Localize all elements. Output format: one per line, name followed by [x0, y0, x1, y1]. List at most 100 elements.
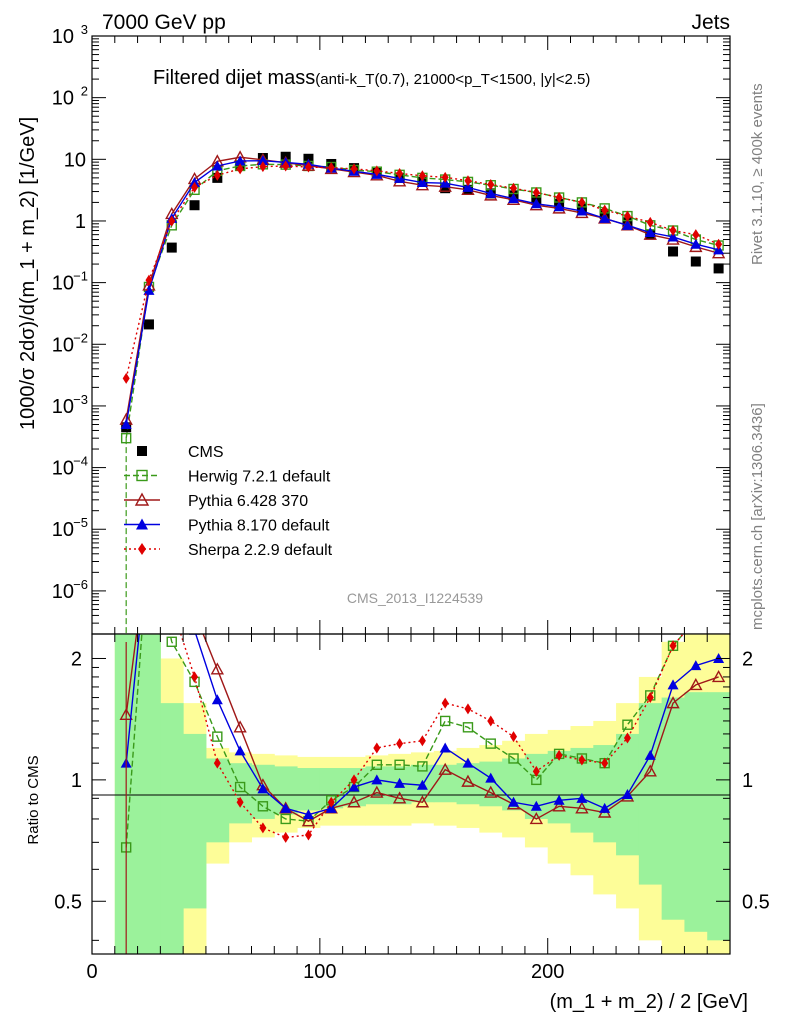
ratio-point-sherpa — [669, 640, 677, 652]
series-line-sherpa — [125, 165, 719, 379]
ratio-series-pythia8 — [120, 634, 725, 820]
band-inner-bin — [319, 768, 344, 809]
legend: CMS Herwig 7.2.1 default Pythia 6.428 370 P… — [124, 444, 333, 559]
ratio-point-pythia6 — [689, 677, 703, 691]
point-pythia8 — [621, 219, 633, 230]
point-cms — [668, 246, 679, 257]
ratio-point-pythia6 — [210, 662, 225, 675]
ratio-point-herwig — [394, 759, 405, 770]
ratio-point-pythia8 — [553, 794, 565, 805]
band-inner-bin — [661, 697, 685, 920]
ratio-point-pythia8 — [667, 679, 679, 690]
legend-marker-pythia8 — [136, 518, 148, 530]
x-tick-label: 0 — [86, 961, 97, 983]
ratio-point-pythia6 — [529, 811, 544, 825]
ratio-point-pythia8 — [371, 774, 383, 785]
ratio-point-pythia8 — [257, 783, 269, 794]
ratio-tick-label-left: 0.5 — [54, 891, 82, 913]
ratio-point-pythia8 — [644, 749, 656, 760]
x-axis-label: (m_1 + m_2) / 2 [GeV] — [550, 991, 748, 1013]
point-cms — [690, 256, 701, 267]
ratio-point-pythia8 — [325, 802, 337, 813]
ratio-point-pythia8 — [599, 802, 611, 813]
series-line-pythia6 — [125, 156, 719, 420]
main-tick-label: 10 — [52, 458, 74, 480]
ratio-y-label: Ratio to CMS — [25, 755, 42, 844]
ratio-point-pythia6 — [484, 785, 498, 798]
ratio-point-herwig — [622, 719, 633, 730]
main-tick-label: 1 — [75, 211, 86, 233]
ratio-point-herwig — [212, 731, 223, 742]
ratio-point-pythia8 — [576, 792, 588, 803]
main-tick-exponent: 3 — [81, 22, 88, 37]
point-pythia8 — [553, 201, 565, 212]
ratio-point-sherpa — [191, 671, 199, 683]
ratio-point-sherpa — [646, 692, 654, 704]
legend-label-herwig: Herwig 7.2.1 default — [188, 469, 331, 486]
point-sherpa — [441, 171, 449, 183]
ratio-point-herwig — [371, 759, 383, 770]
main-tick-exponent: −2 — [73, 330, 88, 345]
band-inner-bin — [479, 761, 503, 807]
ratio-point-sherpa — [350, 774, 358, 786]
point-pythia8 — [599, 212, 611, 223]
band-inner-bin — [365, 766, 389, 805]
ratio-point-pythia6 — [438, 762, 452, 775]
ratio-tick-label-right: 2 — [742, 648, 753, 670]
ratio-point-pythia6 — [666, 696, 680, 709]
ratio-point-herwig — [508, 753, 519, 764]
point-sherpa — [418, 170, 426, 182]
point-sherpa — [669, 225, 677, 237]
ratio-point-pythia6 — [347, 795, 361, 808]
ratio-point-pythia6 — [575, 801, 589, 814]
point-sherpa — [510, 182, 518, 194]
ratio-point-herwig — [257, 801, 269, 812]
main-tick-exponent: −4 — [73, 454, 88, 469]
ratio-series-layer — [119, 634, 726, 954]
ratio-point-herwig — [462, 722, 474, 733]
ratio-point-sherpa — [373, 742, 381, 754]
ratio-point-sherpa — [510, 731, 518, 743]
main-title: Filtered dijet mass(anti-k_T(0.7), 21000… — [153, 67, 590, 89]
main-tick-label: 10 — [52, 88, 74, 110]
ratio-point-sherpa — [213, 757, 221, 769]
legend-entry-herwig: Herwig 7.2.1 default — [124, 469, 331, 486]
ratio-line-pythia6 — [125, 634, 719, 822]
legend-marker-sherpa — [138, 543, 146, 555]
point-sherpa — [601, 204, 609, 216]
ratio-tick-label-right: 0.5 — [742, 891, 770, 913]
ratio-point-sherpa — [418, 735, 426, 747]
ratio-point-herwig — [417, 761, 428, 772]
legend-label-pythia6: Pythia 6.428 370 — [188, 493, 308, 510]
ratio-series-sherpa — [180, 634, 685, 843]
ratio-point-herwig — [166, 636, 177, 647]
point-sherpa — [145, 274, 153, 286]
point-sherpa — [236, 163, 244, 175]
point-pythia8 — [530, 198, 542, 209]
point-sherpa — [304, 161, 312, 173]
ratio-point-sherpa — [487, 715, 495, 727]
legend-entry-cms: CMS — [137, 444, 224, 461]
ratio-point-pythia8 — [189, 634, 201, 635]
band-inner-bin — [638, 703, 663, 885]
band-inner-bin — [183, 733, 207, 909]
main-tick-label: 10 — [52, 519, 74, 541]
band-inner-bin — [160, 703, 184, 954]
legend-entry-sherpa: Sherpa 2.2.9 default — [124, 542, 333, 559]
point-pythia8 — [143, 284, 155, 295]
point-pythia8 — [416, 177, 428, 188]
ratio-point-pythia6 — [552, 799, 566, 812]
ratio-point-pythia8 — [394, 777, 406, 788]
legend-marker-herwig — [136, 469, 148, 482]
point-pythia8 — [485, 187, 497, 198]
ratio-tick-label-left: 2 — [71, 648, 82, 670]
ratio-point-pythia8 — [530, 800, 542, 811]
point-cms — [713, 263, 724, 274]
ratio-point-sherpa — [464, 703, 472, 715]
main-tick-label: 10 — [52, 334, 74, 356]
main-tick-exponent: −5 — [73, 515, 88, 530]
ratio-point-sherpa — [236, 796, 244, 808]
ratio-point-pythia6 — [392, 791, 407, 804]
ratio-point-pythia8 — [280, 802, 292, 813]
point-sherpa — [532, 186, 540, 198]
